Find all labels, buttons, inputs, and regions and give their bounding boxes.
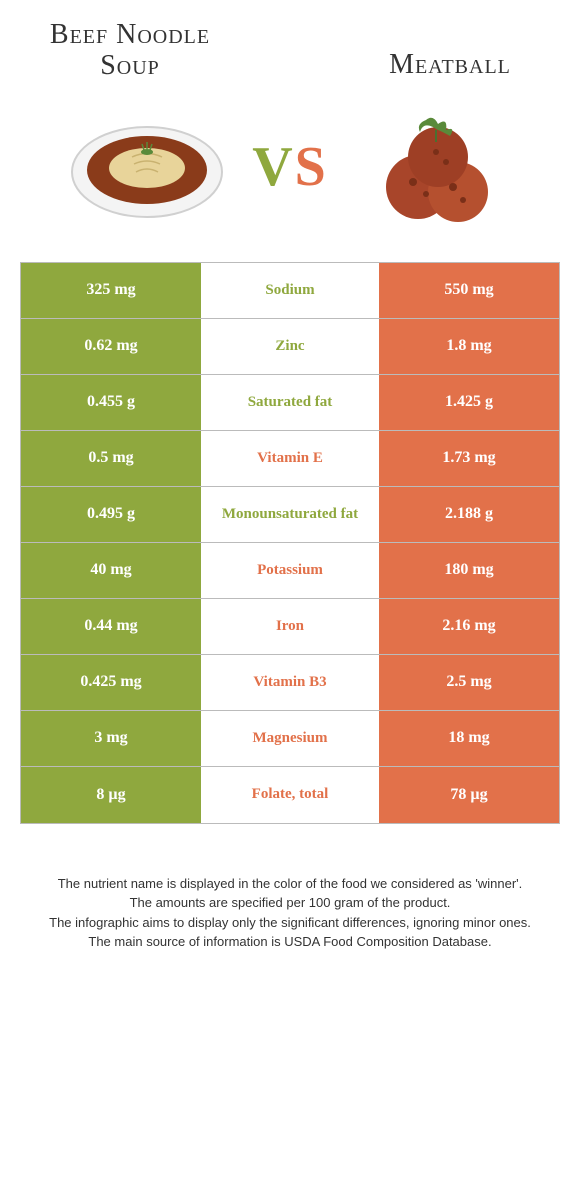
- nutrient-label: Vitamin B3: [201, 655, 379, 710]
- left-value: 3 mg: [21, 711, 201, 766]
- vs-label: VS: [252, 135, 328, 199]
- header: Beef Noodle Soup Meatball: [0, 0, 580, 92]
- meatball-image: [348, 102, 518, 232]
- nutrient-label: Monounsaturated fat: [201, 487, 379, 542]
- nutrient-label: Potassium: [201, 543, 379, 598]
- title-right: Meatball: [360, 20, 540, 81]
- right-value: 2.188 g: [379, 487, 559, 542]
- right-value: 78 µg: [379, 767, 559, 823]
- nutrient-label: Iron: [201, 599, 379, 654]
- left-value: 0.425 mg: [21, 655, 201, 710]
- vs-row: VS: [0, 92, 580, 262]
- table-row: 0.425 mgVitamin B32.5 mg: [21, 655, 559, 711]
- comparison-table: 325 mgSodium550 mg0.62 mgZinc1.8 mg0.455…: [20, 262, 560, 824]
- left-value: 8 µg: [21, 767, 201, 823]
- right-value: 1.425 g: [379, 375, 559, 430]
- footer-notes: The nutrient name is displayed in the co…: [0, 824, 580, 972]
- table-row: 0.495 gMonounsaturated fat2.188 g: [21, 487, 559, 543]
- footer-line: The main source of information is USDA F…: [30, 932, 550, 952]
- right-value: 1.8 mg: [379, 319, 559, 374]
- title-left: Beef Noodle Soup: [40, 20, 220, 82]
- left-value: 0.62 mg: [21, 319, 201, 374]
- table-row: 8 µgFolate, total78 µg: [21, 767, 559, 823]
- right-value: 1.73 mg: [379, 431, 559, 486]
- left-value: 0.44 mg: [21, 599, 201, 654]
- left-value: 0.5 mg: [21, 431, 201, 486]
- soup-image: [62, 102, 232, 232]
- right-value: 2.16 mg: [379, 599, 559, 654]
- left-value: 40 mg: [21, 543, 201, 598]
- nutrient-label: Vitamin E: [201, 431, 379, 486]
- table-row: 0.5 mgVitamin E1.73 mg: [21, 431, 559, 487]
- vs-s: S: [295, 136, 328, 198]
- table-row: 0.44 mgIron2.16 mg: [21, 599, 559, 655]
- left-value: 0.495 g: [21, 487, 201, 542]
- table-row: 0.62 mgZinc1.8 mg: [21, 319, 559, 375]
- nutrient-label: Folate, total: [201, 767, 379, 823]
- footer-line: The amounts are specified per 100 gram o…: [30, 893, 550, 913]
- nutrient-label: Magnesium: [201, 711, 379, 766]
- nutrient-label: Sodium: [201, 263, 379, 318]
- table-row: 0.455 gSaturated fat1.425 g: [21, 375, 559, 431]
- nutrient-label: Zinc: [201, 319, 379, 374]
- left-value: 0.455 g: [21, 375, 201, 430]
- table-row: 3 mgMagnesium18 mg: [21, 711, 559, 767]
- right-value: 2.5 mg: [379, 655, 559, 710]
- footer-line: The nutrient name is displayed in the co…: [30, 874, 550, 894]
- table-row: 40 mgPotassium180 mg: [21, 543, 559, 599]
- right-value: 180 mg: [379, 543, 559, 598]
- table-row: 325 mgSodium550 mg: [21, 263, 559, 319]
- vs-v: V: [252, 136, 294, 198]
- right-value: 550 mg: [379, 263, 559, 318]
- nutrient-label: Saturated fat: [201, 375, 379, 430]
- right-value: 18 mg: [379, 711, 559, 766]
- footer-line: The infographic aims to display only the…: [30, 913, 550, 933]
- left-value: 325 mg: [21, 263, 201, 318]
